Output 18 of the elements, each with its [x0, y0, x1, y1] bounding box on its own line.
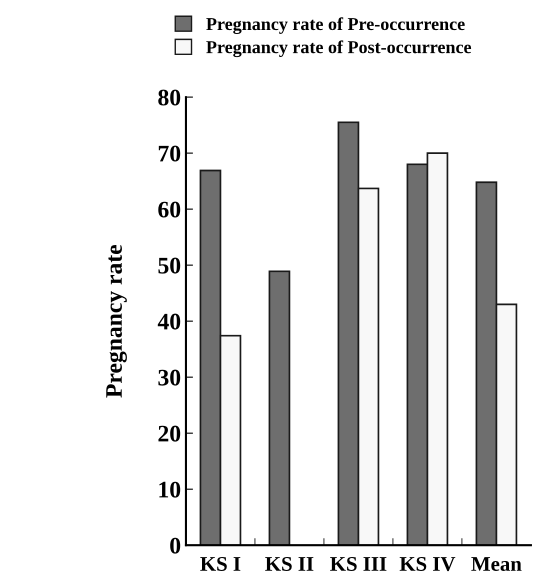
- y-tick-label: 0: [170, 538, 180, 554]
- x-tick-label: KS II: [265, 556, 314, 571]
- y-tick-label: 30: [158, 370, 180, 386]
- y-tick-label: 70: [158, 146, 180, 162]
- legend-label: Pregnancy rate of Pre-occurrence: [206, 17, 465, 34]
- x-tick-label: Mean: [471, 557, 522, 571]
- y-tick-label: 40: [158, 314, 180, 330]
- bar: [268, 270, 290, 546]
- y-tick-label: 60: [158, 202, 180, 218]
- x-tick-label: KS I: [200, 556, 240, 571]
- y-tick-label: 10: [159, 482, 180, 498]
- y-tick-label: 50: [158, 258, 180, 274]
- x-tick-label: KS IV: [400, 556, 456, 572]
- y-tick-label: 80: [158, 90, 180, 106]
- y-tick-label: 20: [158, 426, 180, 442]
- x-tick-label: KS III: [330, 556, 386, 571]
- legend-label: Pregnancy rate of Post-occurrence: [206, 40, 472, 58]
- y-axis-title: Pregnancy rate: [106, 244, 127, 398]
